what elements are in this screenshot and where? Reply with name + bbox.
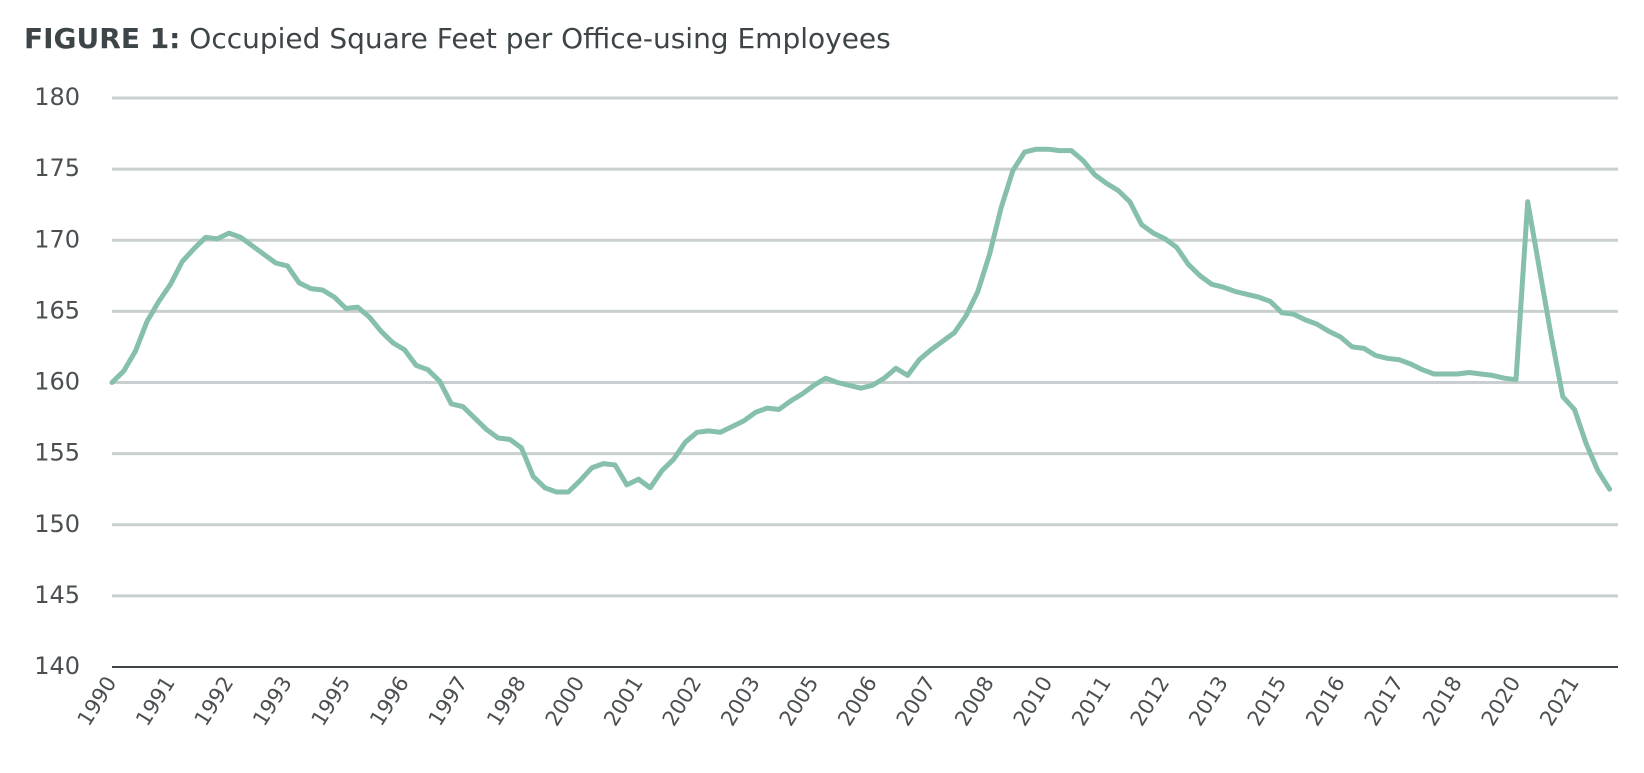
figure-label: FIGURE 1:	[24, 22, 180, 55]
x-tick-label: 1990	[73, 672, 122, 730]
title-text: Occupied Square Feet per Office-using Em…	[189, 22, 890, 55]
x-tick-label: 2020	[1477, 672, 1526, 730]
x-tick-label: 2007	[892, 672, 941, 730]
x-tick-label: 2005	[775, 672, 824, 730]
y-tick-label: 160	[34, 368, 80, 396]
x-tick-label: 2011	[1067, 672, 1116, 730]
y-tick-label: 180	[34, 83, 80, 111]
x-tick-label: 1992	[190, 672, 239, 730]
x-tick-label: 2017	[1360, 672, 1409, 730]
x-tick-label: 2010	[1009, 672, 1058, 730]
x-tick-label: 1998	[482, 672, 531, 730]
x-tick-label: 2008	[950, 672, 999, 730]
y-tick-label: 140	[34, 652, 80, 680]
x-tick-label: 1993	[248, 672, 297, 730]
x-tick-label: 2001	[599, 672, 648, 730]
x-tick-label: 2006	[833, 672, 882, 730]
x-tick-label: 2012	[1126, 672, 1175, 730]
x-tick-label: 2021	[1535, 672, 1584, 730]
y-tick-label: 175	[34, 154, 80, 182]
x-tick-label: 1995	[307, 672, 356, 730]
x-tick-label: 1997	[424, 672, 473, 730]
line	[109, 146, 1613, 495]
y-tick-label: 145	[34, 581, 80, 609]
y-tick-label: 165	[34, 296, 80, 324]
y-tick-label: 155	[34, 439, 80, 467]
x-tick-label: 2015	[1243, 672, 1292, 730]
x-tick-label: 2016	[1301, 672, 1350, 730]
x-tick-label: 2013	[1184, 672, 1233, 730]
x-tick-label: 2003	[716, 672, 765, 730]
x-tick-label: 1991	[131, 672, 180, 730]
x-tick-label: 2002	[658, 672, 707, 730]
x-tick-label: 2018	[1418, 672, 1467, 730]
y-tick-label: 170	[34, 225, 80, 253]
y-tick-label: 150	[34, 510, 80, 538]
chart-title: FIGURE 1: Occupied Square Feet per Offic…	[24, 22, 891, 55]
x-tick-label: 2000	[541, 672, 590, 730]
x-tick-label: 1996	[365, 672, 414, 730]
